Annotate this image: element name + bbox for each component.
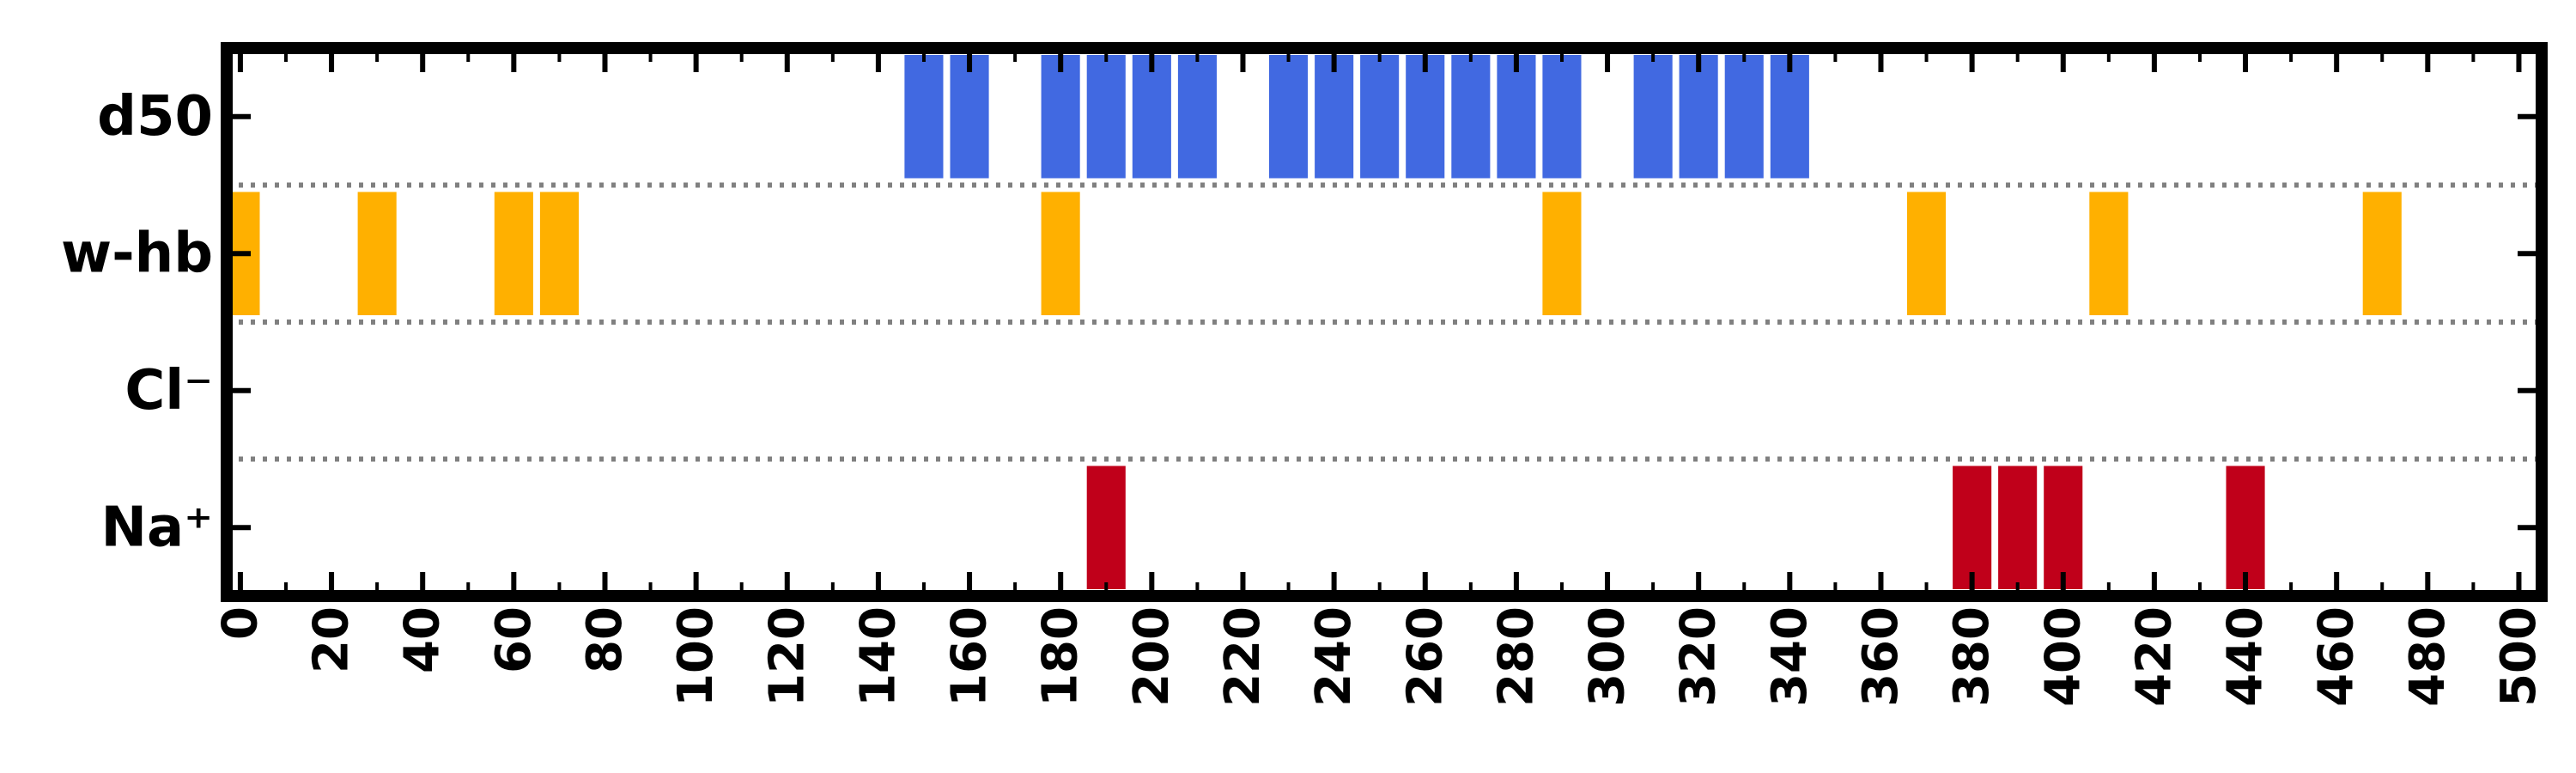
x-tick-label: 400: [2035, 606, 2091, 707]
x-tick-label: 380: [1944, 606, 2000, 707]
bar-d50-240: [1315, 55, 1354, 179]
bar-w-hb-470: [2362, 192, 2402, 315]
bar-w-hb-30: [357, 192, 397, 315]
plot-border: [221, 42, 2548, 602]
y-tick-label: Na⁺: [100, 496, 213, 559]
bar-d50-330: [1724, 55, 1764, 179]
bar-Na⁺-380: [1953, 466, 1992, 589]
x-tick-label: 140: [850, 606, 906, 707]
bar-d50-250: [1360, 55, 1400, 179]
x-tick-label: 300: [1580, 606, 1636, 707]
x-tick-label: 320: [1671, 606, 1727, 707]
x-tick-label: 160: [942, 606, 998, 707]
x-tick-label: 460: [2309, 606, 2365, 707]
x-tick-label: 180: [1033, 606, 1089, 707]
bar-w-hb-60: [494, 192, 533, 315]
bar-d50-200: [1132, 55, 1171, 179]
plot-frame: [221, 42, 2548, 602]
bar-d50-310: [1633, 55, 1673, 179]
x-tick-label: 80: [577, 606, 633, 673]
y-tick-label: d50: [97, 85, 213, 149]
x-tick-label: 340: [1762, 606, 1818, 707]
x-tick-label: 480: [2400, 606, 2456, 707]
x-tick-label: 360: [1853, 606, 1909, 707]
x-tick-label: 0: [212, 606, 268, 640]
x-tick-label: 60: [486, 606, 542, 673]
x-tick-label: 500: [2491, 606, 2547, 707]
x-tick-label: 40: [395, 606, 451, 673]
tick-labels: 0 20 40 60 80 100 120 140 160 180 200 220 240 260 280 3…: [61, 85, 2547, 707]
bar-d50-260: [1406, 55, 1445, 179]
bar-d50-320: [1679, 55, 1718, 179]
x-tick-label: 220: [1215, 606, 1271, 707]
bar-Na⁺-390: [1998, 466, 2038, 589]
x-tick-label: 200: [1124, 606, 1180, 707]
bar-w-hb-180: [1041, 192, 1080, 315]
bar-d50-210: [1177, 55, 1217, 179]
x-tick-label: 240: [1306, 606, 1362, 707]
x-tick-label: 280: [1488, 606, 1544, 707]
x-tick-label: 420: [2126, 606, 2182, 707]
bar-d50-230: [1269, 55, 1309, 179]
bar-d50-280: [1497, 55, 1536, 179]
y-tick-label: Cl⁻: [125, 359, 213, 423]
bar-d50-190: [1086, 55, 1126, 179]
bar-d50-160: [950, 55, 989, 179]
bar-d50-290: [1542, 55, 1582, 179]
bar-d50-340: [1770, 55, 1809, 179]
x-tick-label: 20: [304, 606, 360, 673]
bar-d50-150: [904, 55, 944, 179]
x-tick-label: 260: [1397, 606, 1453, 707]
row-separators: [227, 182, 2542, 462]
x-tick-label: 120: [759, 606, 815, 707]
bar-Na⁺-190: [1086, 466, 1126, 589]
bar-Na⁺-440: [2226, 466, 2265, 589]
bar-Na⁺-400: [2044, 466, 2083, 589]
bar-w-hb-290: [1542, 192, 1582, 315]
x-tick-label: 440: [2218, 606, 2274, 707]
bar-w-hb-370: [1907, 192, 1947, 315]
bar-w-hb-410: [2089, 192, 2129, 315]
x-tick-label: 100: [668, 606, 724, 707]
bars-layer: [221, 55, 2402, 589]
bar-d50-270: [1451, 55, 1491, 179]
bar-w-hb-70: [539, 192, 579, 315]
bar-d50-180: [1041, 55, 1080, 179]
y-tick-label: w-hb: [61, 222, 213, 285]
